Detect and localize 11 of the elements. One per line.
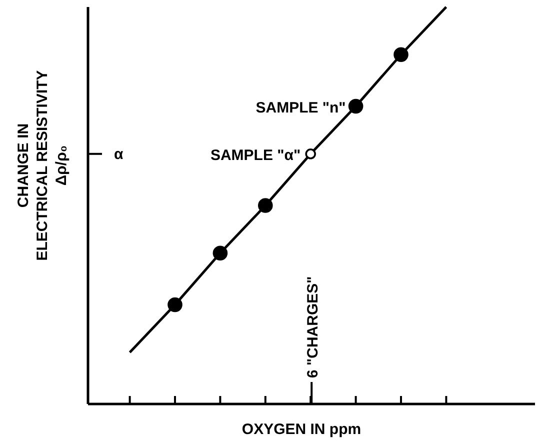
ref-line-label: α [114,146,124,163]
point [258,198,273,213]
annotation: SAMPLE "α" [210,146,301,164]
point [168,297,182,312]
y-axis-title: CHANGE IN ELECTRICAL RESISTIVITY Δρ/ρ₀ [15,70,70,261]
x-axis-title: OXYGEN IN ppm [242,421,362,438]
annotation: SAMPLE "n" [256,99,346,116]
annotation: 6 "CHARGES" [304,276,322,378]
point [348,98,364,114]
point [212,246,228,261]
point [394,47,408,62]
